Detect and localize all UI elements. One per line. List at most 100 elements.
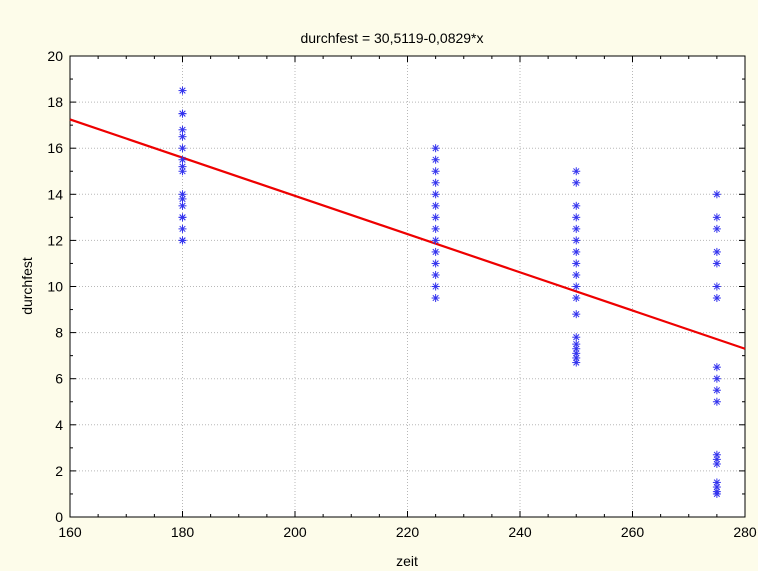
data-point (712, 450, 721, 459)
data-point (431, 201, 440, 210)
point-marker-stroke (713, 460, 721, 468)
point-marker-stroke (573, 179, 580, 186)
y-tick-label: 4 (55, 417, 63, 433)
data-point (712, 282, 721, 291)
data-point (178, 224, 187, 233)
data-point (572, 310, 581, 319)
point-marker-stroke (573, 237, 580, 244)
data-point (572, 270, 581, 279)
point-marker-stroke (573, 294, 580, 302)
y-axis-label: durchfest (19, 257, 35, 315)
data-point (431, 259, 440, 268)
data-point (431, 167, 440, 176)
data-point (178, 236, 187, 245)
point-marker-stroke (573, 350, 580, 357)
data-point (178, 86, 187, 95)
point-marker-stroke (179, 195, 186, 203)
point-marker-stroke (713, 225, 721, 233)
data-point (572, 294, 581, 303)
y-tick-label: 16 (47, 140, 63, 156)
data-point (178, 132, 187, 141)
data-point (178, 155, 187, 164)
y-tick-label: 0 (55, 509, 63, 525)
data-point (712, 294, 721, 303)
data-point (572, 282, 581, 291)
data-point (431, 294, 440, 303)
point-marker-stroke (573, 334, 580, 341)
data-point (712, 213, 721, 222)
y-tick-label: 20 (47, 48, 63, 64)
data-point (431, 282, 440, 291)
point-marker-stroke (432, 202, 439, 209)
data-point (712, 459, 721, 468)
data-point (431, 270, 440, 279)
point-marker-stroke (713, 398, 721, 405)
data-point (431, 190, 440, 199)
data-point (572, 236, 581, 245)
data-point (712, 259, 721, 268)
data-point (178, 125, 187, 134)
data-point (572, 224, 581, 233)
tick-labels: 160 180 200 220 240 260 280 0 2 4 6 8 10 12 14 16 18 20 (47, 48, 756, 540)
point-marker-stroke (179, 214, 186, 221)
data-point (572, 178, 581, 187)
point-marker-stroke (573, 202, 580, 209)
x-tick-label: 280 (733, 524, 757, 540)
data-point (712, 386, 721, 395)
point-marker-stroke (573, 248, 580, 256)
y-tick-label: 2 (55, 463, 63, 479)
point-marker-stroke (573, 340, 580, 348)
x-tick-label: 160 (58, 524, 82, 540)
point-marker-stroke (179, 87, 186, 94)
data-point (572, 358, 581, 367)
data-point (572, 213, 581, 222)
point-marker-stroke (432, 179, 439, 186)
data-point (431, 155, 440, 164)
x-axis-label: zeit (396, 553, 418, 569)
data-points (178, 86, 721, 498)
point-marker-stroke (432, 191, 439, 198)
point-marker-stroke (573, 359, 580, 366)
point-marker-stroke (179, 191, 186, 198)
data-point (431, 144, 440, 153)
point-marker-stroke (179, 163, 186, 170)
point-marker-stroke (573, 214, 580, 221)
x-tick-label: 240 (508, 524, 532, 540)
data-point (178, 167, 187, 176)
point-marker-stroke (432, 168, 439, 175)
data-point (712, 489, 721, 498)
data-point (431, 247, 440, 256)
point-marker-stroke (179, 145, 186, 152)
point-marker-stroke (179, 156, 186, 163)
data-point (178, 109, 187, 118)
point-marker-stroke (713, 451, 721, 458)
data-point (431, 178, 440, 187)
x-tick-label: 220 (396, 524, 420, 540)
point-marker-stroke (432, 237, 439, 244)
point-marker-stroke (573, 260, 580, 267)
point-marker-stroke (432, 260, 439, 267)
data-point (572, 201, 581, 210)
point-marker-stroke (713, 260, 721, 267)
x-tick-label: 180 (171, 524, 195, 540)
point-marker-stroke (713, 214, 721, 221)
data-point (572, 333, 581, 342)
point-marker-stroke (432, 248, 439, 256)
point-marker-stroke (713, 294, 721, 302)
point-marker-stroke (179, 168, 186, 175)
point-marker-stroke (573, 271, 580, 279)
point-marker-stroke (432, 283, 439, 290)
point-marker-stroke (432, 156, 439, 163)
data-point (178, 194, 187, 203)
point-marker-stroke (713, 283, 721, 290)
point-marker-stroke (179, 133, 186, 140)
data-point (178, 144, 187, 153)
data-point (431, 213, 440, 222)
point-marker-stroke (573, 168, 580, 175)
data-point (572, 259, 581, 268)
data-point (712, 374, 721, 383)
data-point (431, 224, 440, 233)
point-marker-stroke (713, 387, 721, 394)
